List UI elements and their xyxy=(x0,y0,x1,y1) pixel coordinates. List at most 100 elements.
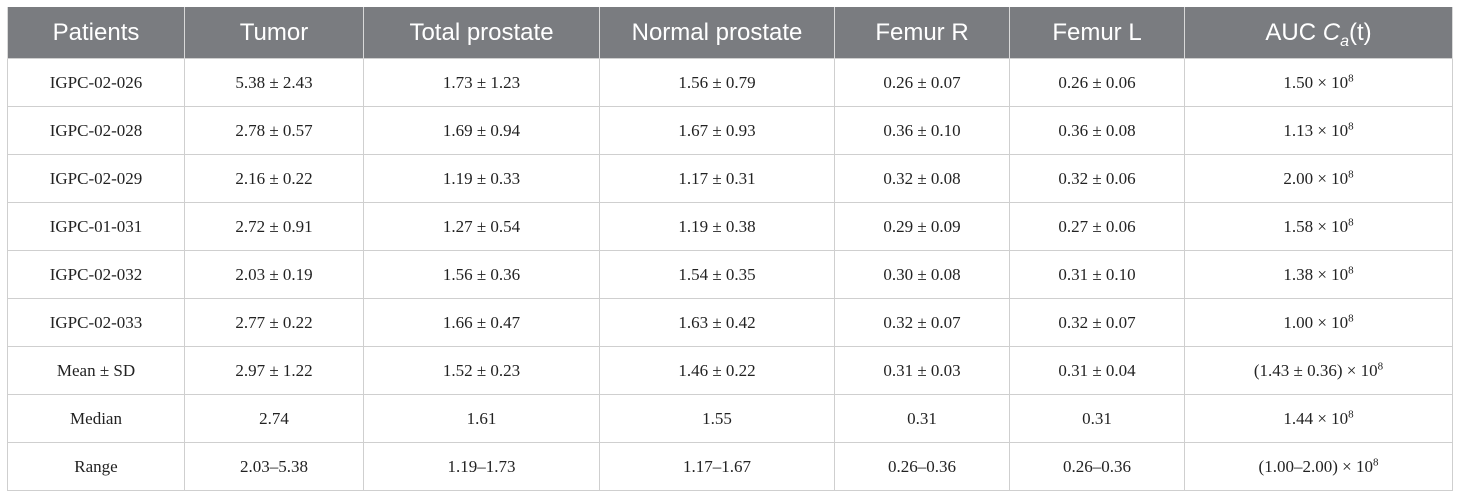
cell-femur-r: 0.36 ± 0.10 xyxy=(834,106,1010,155)
cell-femur-r: 0.32 ± 0.07 xyxy=(834,298,1010,347)
cell-femur-l: 0.31 ± 0.04 xyxy=(1009,346,1185,395)
table-row: IGPC-02-028 2.78 ± 0.57 1.69 ± 0.94 1.67 ± … xyxy=(7,106,1453,155)
cell-tumor: 2.97 ± 1.22 xyxy=(184,346,364,395)
cell-auc-value: 1.50 × 10 xyxy=(1283,72,1349,92)
table-row: Median 2.74 1.61 1.55 0.31 0.31 1.44 × 108 xyxy=(7,394,1453,443)
cell-femur-r: 0.26–0.36 xyxy=(834,442,1010,491)
cell-total-prostate: 1.66 ± 0.47 xyxy=(363,298,600,347)
header-femur-l: Femur L xyxy=(1009,7,1185,59)
cell-total-prostate: 1.27 ± 0.54 xyxy=(363,202,600,251)
cell-auc: 1.00 × 108 xyxy=(1184,298,1453,347)
table-body: IGPC-02-026 5.38 ± 2.43 1.73 ± 1.23 1.56 ± … xyxy=(7,58,1453,491)
cell-femur-l: 0.26 ± 0.06 xyxy=(1009,58,1185,107)
cell-tumor: 2.16 ± 0.22 xyxy=(184,154,364,203)
table-row: Mean ± SD 2.97 ± 1.22 1.52 ± 0.23 1.46 ± 0.… xyxy=(7,346,1453,395)
cell-total-prostate: 1.61 xyxy=(363,394,600,443)
cell-femur-l: 0.32 ± 0.07 xyxy=(1009,298,1185,347)
cell-auc: 2.00 × 108 xyxy=(1184,154,1453,203)
cell-auc: 1.44 × 108 xyxy=(1184,394,1453,443)
header-patients: Patients xyxy=(7,7,185,59)
cell-auc-exponent: 8 xyxy=(1348,407,1354,420)
cell-tumor: 2.03–5.38 xyxy=(184,442,364,491)
cell-auc-exponent: 8 xyxy=(1348,119,1354,132)
cell-auc-exponent: 8 xyxy=(1377,359,1384,372)
cell-auc: (1.00–2.00) × 108 xyxy=(1184,442,1453,491)
cell-total-prostate: 1.56 ± 0.36 xyxy=(363,250,600,299)
cell-total-prostate: 1.52 ± 0.23 xyxy=(363,346,600,395)
cell-femur-r: 0.26 ± 0.07 xyxy=(834,58,1010,107)
header-auc-suffix: (t) xyxy=(1348,18,1372,46)
header-normal-prostate: Normal prostate xyxy=(599,7,835,59)
cell-normal-prostate: 1.17–1.67 xyxy=(599,442,835,491)
cell-femur-l: 0.32 ± 0.06 xyxy=(1009,154,1185,203)
cell-patient: IGPC-02-028 xyxy=(7,106,185,155)
cell-femur-r: 0.32 ± 0.08 xyxy=(834,154,1010,203)
cell-auc-exponent: 8 xyxy=(1348,263,1354,276)
cell-normal-prostate: 1.46 ± 0.22 xyxy=(599,346,835,395)
cell-tumor: 2.03 ± 0.19 xyxy=(184,250,364,299)
header-total-prostate: Total prostate xyxy=(363,7,600,59)
cell-normal-prostate: 1.63 ± 0.42 xyxy=(599,298,835,347)
cell-normal-prostate: 1.67 ± 0.93 xyxy=(599,106,835,155)
cell-normal-prostate: 1.55 xyxy=(599,394,835,443)
cell-femur-r: 0.31 ± 0.03 xyxy=(834,346,1010,395)
cell-patient: IGPC-02-032 xyxy=(7,250,185,299)
cell-auc-value: 1.00 × 10 xyxy=(1283,312,1349,332)
cell-auc-exponent: 8 xyxy=(1348,167,1354,180)
header-tumor: Tumor xyxy=(184,7,364,59)
cell-total-prostate: 1.19–1.73 xyxy=(363,442,600,491)
cell-auc-value: (1.43 ± 0.36) × 10 xyxy=(1253,360,1378,380)
table-row: IGPC-02-026 5.38 ± 2.43 1.73 ± 1.23 1.56 ± … xyxy=(7,58,1453,107)
cell-femur-r: 0.29 ± 0.09 xyxy=(834,202,1010,251)
cell-tumor: 2.77 ± 0.22 xyxy=(184,298,364,347)
cell-auc-value: 1.58 × 10 xyxy=(1283,216,1349,236)
cell-tumor: 2.78 ± 0.57 xyxy=(184,106,364,155)
cell-patient: IGPC-02-033 xyxy=(7,298,185,347)
cell-patient: IGPC-02-029 xyxy=(7,154,185,203)
header-auc: AUC Ca(t) xyxy=(1184,7,1453,59)
cell-auc: 1.50 × 108 xyxy=(1184,58,1453,107)
cell-normal-prostate: 1.56 ± 0.79 xyxy=(599,58,835,107)
cell-patient: Mean ± SD xyxy=(7,346,185,395)
cell-patient: Range xyxy=(7,442,185,491)
cell-tumor: 2.72 ± 0.91 xyxy=(184,202,364,251)
cell-patient: Median xyxy=(7,394,185,443)
table-row: Range 2.03–5.38 1.19–1.73 1.17–1.67 0.26–0.3… xyxy=(7,442,1453,491)
cell-auc-value: 1.38 × 10 xyxy=(1283,264,1349,284)
cell-auc: 1.38 × 108 xyxy=(1184,250,1453,299)
header-femur-r: Femur R xyxy=(834,7,1010,59)
cell-normal-prostate: 1.19 ± 0.38 xyxy=(599,202,835,251)
cell-tumor: 2.74 xyxy=(184,394,364,443)
cell-normal-prostate: 1.17 ± 0.31 xyxy=(599,154,835,203)
cell-auc-value: 1.44 × 10 xyxy=(1283,408,1349,428)
cell-auc-value: (1.00–2.00) × 10 xyxy=(1258,456,1373,476)
cell-total-prostate: 1.69 ± 0.94 xyxy=(363,106,600,155)
header-row: Patients Tumor Total prostate Normal pro… xyxy=(7,7,1453,59)
header-auc-sub: a xyxy=(1340,32,1349,50)
header-auc-prefix: AUC xyxy=(1265,18,1323,46)
cell-auc-value: 2.00 × 10 xyxy=(1283,168,1349,188)
table-row: IGPC-02-032 2.03 ± 0.19 1.56 ± 0.36 1.54 ± … xyxy=(7,250,1453,299)
cell-auc: 1.58 × 108 xyxy=(1184,202,1453,251)
cell-normal-prostate: 1.54 ± 0.35 xyxy=(599,250,835,299)
cell-auc: (1.43 ± 0.36) × 108 xyxy=(1184,346,1453,395)
table-row: IGPC-02-029 2.16 ± 0.22 1.19 ± 0.33 1.17 ± … xyxy=(7,154,1453,203)
cell-total-prostate: 1.19 ± 0.33 xyxy=(363,154,600,203)
cell-auc: 1.13 × 108 xyxy=(1184,106,1453,155)
cell-femur-r: 0.31 xyxy=(834,394,1010,443)
table-row: IGPC-02-033 2.77 ± 0.22 1.66 ± 0.47 1.63 ± … xyxy=(7,298,1453,347)
cell-femur-l: 0.31 ± 0.10 xyxy=(1009,250,1185,299)
cell-tumor: 5.38 ± 2.43 xyxy=(184,58,364,107)
cell-auc-exponent: 8 xyxy=(1372,455,1379,468)
cell-patient: IGPC-01-031 xyxy=(7,202,185,251)
cell-femur-l: 0.36 ± 0.08 xyxy=(1009,106,1185,155)
cell-auc-exponent: 8 xyxy=(1348,215,1354,228)
data-table: Patients Tumor Total prostate Normal pro… xyxy=(7,7,1453,491)
cell-femur-l: 0.27 ± 0.06 xyxy=(1009,202,1185,251)
header-auc-var: C xyxy=(1322,18,1341,46)
table-row: IGPC-01-031 2.72 ± 0.91 1.27 ± 0.54 1.19 ± … xyxy=(7,202,1453,251)
cell-total-prostate: 1.73 ± 1.23 xyxy=(363,58,600,107)
cell-auc-exponent: 8 xyxy=(1348,71,1354,84)
table-header: Patients Tumor Total prostate Normal pro… xyxy=(7,7,1453,59)
cell-auc-value: 1.13 × 10 xyxy=(1283,120,1349,140)
